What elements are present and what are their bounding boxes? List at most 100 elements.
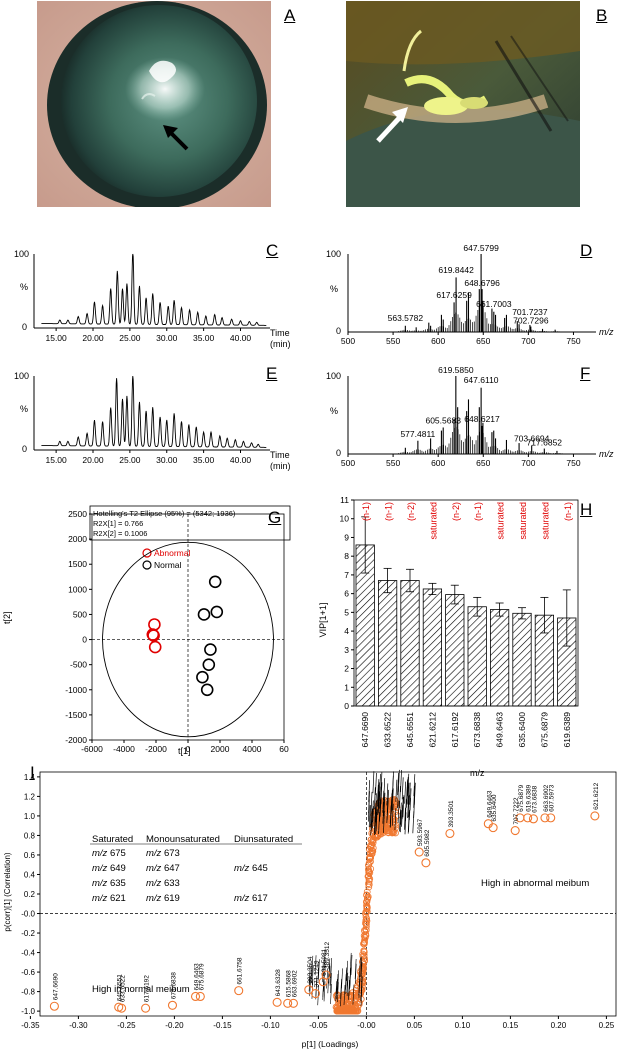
point-label: 649.6463 — [194, 963, 201, 990]
point-label: 675.6879 — [518, 784, 525, 811]
loading-point — [272, 997, 282, 1007]
dense-label-stroke — [317, 985, 320, 1006]
y-tick-label: -500 — [70, 660, 87, 670]
loading-point — [445, 828, 455, 839]
dense-label-stroke — [373, 787, 376, 810]
x-tick-label: -4000 — [113, 744, 135, 754]
y-axis-label: % — [20, 282, 28, 292]
vip-bar — [489, 609, 510, 707]
vip-bar-chart: m/z VIP[1+1] 0 1 2 3 4 5 6 7 8 9 10 11 647.6690 (n-1)… — [318, 495, 579, 778]
table-cell-prefix: m/z — [92, 863, 108, 874]
dense-label-stroke — [360, 985, 363, 1006]
dense-label-stroke — [407, 773, 410, 796]
chromatogram-trace — [41, 375, 267, 448]
point-label: 643.6328 — [275, 969, 282, 996]
x-tick-label: 600 — [431, 336, 445, 346]
annotation-label: saturated — [496, 502, 506, 540]
point-label: 635.6400 — [491, 794, 498, 821]
dense-label-stroke — [375, 772, 377, 795]
category-label: 675.6879 — [539, 712, 549, 748]
x-tick-label: 20.00 — [82, 455, 104, 465]
peak-label: 647.5799 — [463, 243, 499, 253]
loading-point — [362, 923, 370, 931]
loading-point — [373, 818, 381, 826]
y-bottom-label: 0 — [336, 326, 341, 336]
table-cell-prefix: m/z — [92, 878, 108, 889]
spectrum-d-svg: 100 0 % m/z 500 550 600 650 700 750 563.5782 61… — [326, 243, 614, 346]
loading-point — [363, 891, 370, 899]
point-label: 617.6192 — [144, 975, 151, 1002]
vip-bar — [400, 580, 420, 707]
y-tick-label: 2 — [344, 664, 349, 674]
dense-label-stroke — [407, 795, 409, 818]
category-label: 635.6400 — [517, 712, 527, 748]
table-cell: m/z 645 — [234, 863, 268, 874]
point-label: 673.6838 — [170, 972, 177, 999]
dense-label-stroke — [397, 772, 399, 796]
panel-label-d: D — [580, 241, 593, 260]
dense-label-stroke — [315, 976, 318, 997]
loading-point — [190, 991, 201, 1002]
dense-label-stroke — [335, 981, 337, 1002]
dense-label-stroke — [401, 777, 404, 800]
eyelid-meibum-image — [346, 1, 580, 207]
dense-label-stroke — [399, 802, 402, 825]
dense-label-stroke — [401, 796, 404, 820]
point-label: 661.6758 — [237, 957, 244, 984]
panel-a-photo — [37, 1, 271, 209]
peak-label: 619.5850 — [438, 365, 474, 375]
x-tick-label: 750 — [566, 336, 580, 346]
annotation-label: (n-1) — [361, 502, 371, 521]
dense-label-stroke — [350, 954, 353, 976]
peak-label: 648.6796 — [464, 278, 500, 288]
dense-label-stroke — [346, 972, 349, 993]
vip-bar — [378, 580, 398, 707]
y-tick-label: -0.8 — [21, 988, 35, 997]
y-tick-label: -0.2 — [21, 929, 35, 938]
spectrum-f-svg: 100 0 % m/z 500 550 600 650 700 750 577.4811 60… — [326, 365, 614, 468]
dense-label-stroke — [404, 781, 406, 804]
peak-label: 701.7237 — [512, 307, 548, 317]
loading-point — [365, 876, 373, 883]
dense-label-stroke — [323, 956, 325, 977]
dense-label-stroke — [360, 980, 363, 1001]
table-cell: m/z 621 — [92, 893, 126, 904]
dense-label-stroke — [335, 979, 338, 1000]
panel-label-g: G — [268, 508, 282, 527]
dense-label-stroke — [311, 955, 314, 976]
panel-d-spectrum: 100 0 % m/z 500 550 600 650 700 750 563.5782 61… — [306, 232, 624, 350]
loading-point — [364, 873, 372, 880]
legend-normal-marker — [142, 560, 152, 570]
score-point-abnormal — [146, 628, 160, 641]
loading-point — [346, 1007, 354, 1015]
table-cell: m/z 675 — [92, 848, 126, 859]
dense-label-stroke — [383, 794, 386, 817]
x-tick-label: 35.00 — [193, 455, 215, 465]
y-axis-label: % — [20, 404, 28, 414]
dense-label-stroke — [330, 957, 333, 979]
x-tick-label: 40.00 — [230, 455, 252, 465]
plot-frame — [353, 499, 579, 707]
loading-point — [304, 985, 314, 995]
category-label: 619.6389 — [562, 712, 572, 748]
peak-label: 647.6110 — [464, 375, 499, 385]
dense-label-stroke — [413, 796, 416, 819]
loading-point — [376, 819, 384, 827]
y-tick-label: 1.2 — [24, 792, 36, 801]
y-top-label: 100 — [14, 249, 29, 259]
dense-label-stroke — [390, 793, 393, 816]
peak-label: 661.7003 — [476, 299, 512, 309]
loading-point — [392, 829, 399, 837]
peak-label: 577.4811 — [400, 429, 435, 439]
loading-point — [359, 950, 367, 958]
dense-label-stroke — [382, 801, 385, 824]
pca-score-plot: Hotelling's T2 Ellipse (95%) = (5342; 19… — [2, 505, 291, 756]
loading-point — [373, 830, 381, 838]
dense-label-stroke — [383, 778, 386, 801]
panel-label-a: A — [284, 6, 296, 25]
dense-label-stroke — [340, 978, 342, 999]
panel-h-vip: m/z VIP[1+1] 0 1 2 3 4 5 6 7 8 9 10 11 647.6690 (n-1)… — [316, 490, 624, 780]
y-tick-label: -1000 — [65, 685, 87, 695]
dense-label-stroke — [372, 806, 374, 829]
peak-label: 702.7296 — [513, 316, 549, 326]
